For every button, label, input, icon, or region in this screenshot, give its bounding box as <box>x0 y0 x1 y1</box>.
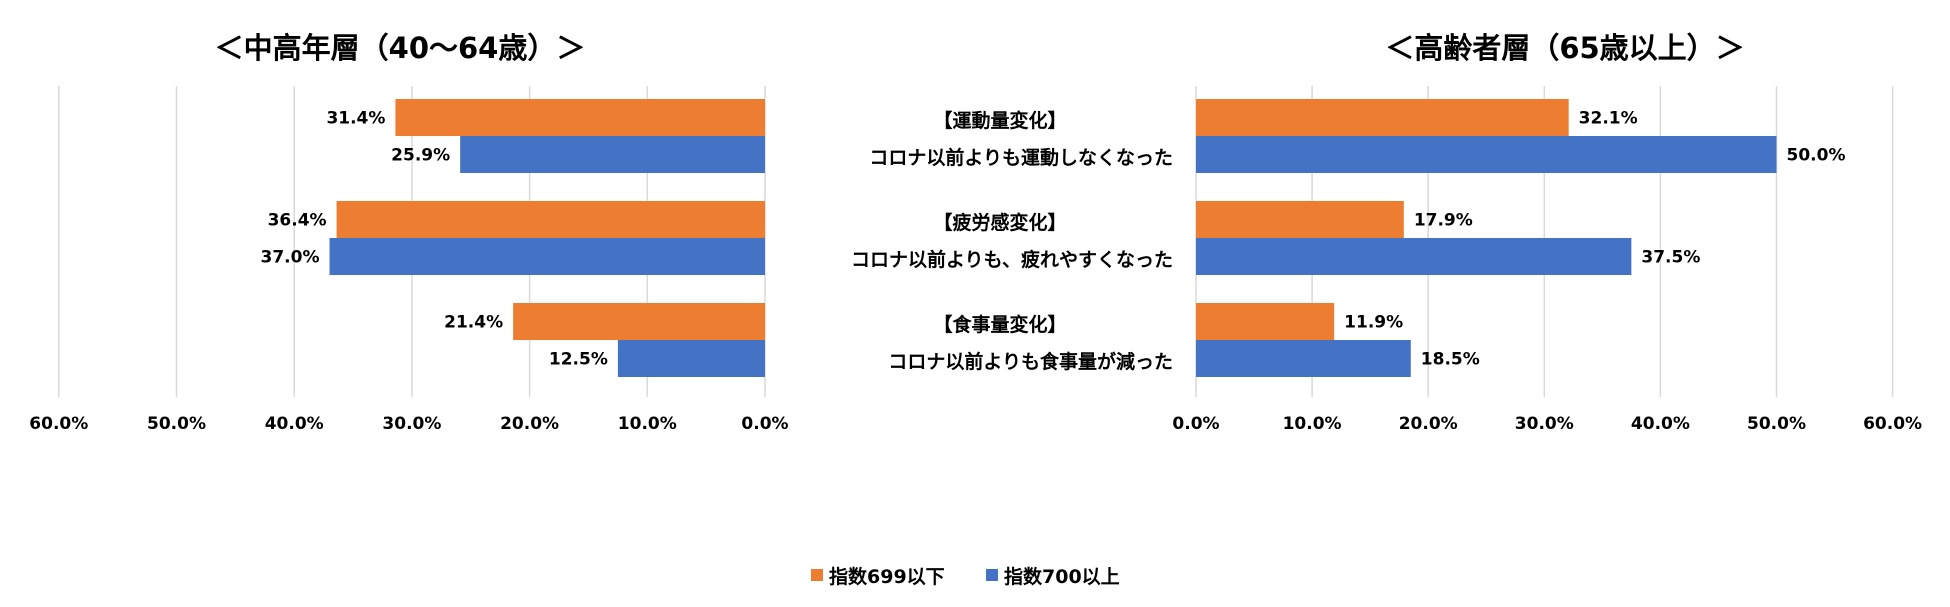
right-tick-label: 50.0% <box>1747 414 1806 434</box>
right-bar <box>1196 303 1335 340</box>
legend-swatch-orange <box>811 569 823 581</box>
left-data-label: 31.4% <box>326 109 385 129</box>
right-data-label: 11.9% <box>1344 313 1403 333</box>
right-bar <box>1196 136 1777 173</box>
legend-swatch-blue <box>986 569 998 581</box>
left-data-label: 21.4% <box>444 313 503 333</box>
left-tick-label: 10.0% <box>618 414 677 434</box>
right-tick-label: 20.0% <box>1399 414 1458 434</box>
right-bar <box>1196 99 1569 136</box>
right-data-label: 50.0% <box>1787 146 1846 166</box>
category-heading: 【運動量変化】 <box>933 109 1066 132</box>
category-labels: 【運動量変化】コロナ以前よりも運動しなくなった【疲労感変化】コロナ以前よりも、疲… <box>851 109 1173 373</box>
right-tick-label: 40.0% <box>1631 414 1690 434</box>
left-bar <box>460 136 765 173</box>
left-bar <box>329 238 765 275</box>
left-tick-label: 30.0% <box>382 414 441 434</box>
left-bar <box>513 303 765 340</box>
left-bars: 31.4% 36.4% 21.4% 25.9% 37.0% 12.5% <box>261 99 765 377</box>
left-data-label: 37.0% <box>261 248 320 268</box>
right-chart-title: ＜高齢者層（65歳以上）＞ <box>1385 31 1744 65</box>
category-description: コロナ以前よりも、疲れやすくなった <box>851 248 1173 271</box>
right-bars: 32.1% 17.9% 11.9% 50.0% 37.5% 18.5% <box>1196 99 1845 377</box>
left-data-label: 25.9% <box>391 146 450 166</box>
left-data-label: 36.4% <box>268 211 327 231</box>
legend-label-orange: 指数699以下 <box>829 565 945 588</box>
left-tick-label: 60.0% <box>29 414 88 434</box>
left-tick-label: 40.0% <box>265 414 324 434</box>
right-tick-label: 10.0% <box>1283 414 1342 434</box>
right-tick-label: 60.0% <box>1863 414 1922 434</box>
left-tick-label: 0.0% <box>741 414 788 434</box>
right-data-label: 17.9% <box>1414 211 1473 231</box>
left-data-label: 12.5% <box>549 350 608 370</box>
right-bar <box>1196 340 1411 377</box>
legend: 指数699以下 指数700以上 <box>811 565 1120 588</box>
legend-label-blue: 指数700以上 <box>1004 565 1120 588</box>
right-bar <box>1196 201 1404 238</box>
left-tick-label: 20.0% <box>500 414 559 434</box>
left-bar <box>336 201 765 238</box>
right-data-label: 37.5% <box>1641 248 1700 268</box>
right-data-label: 18.5% <box>1421 350 1480 370</box>
category-heading: 【食事量変化】 <box>933 313 1066 336</box>
category-heading: 【疲労感変化】 <box>933 211 1066 234</box>
right-x-axis-ticks: 0.0% 10.0% 20.0% 30.0% 40.0% 50.0% 60.0% <box>1172 414 1922 434</box>
right-tick-label: 0.0% <box>1172 414 1219 434</box>
left-chart-title: ＜中高年層（40〜64歳）＞ <box>215 31 586 65</box>
left-tick-label: 50.0% <box>147 414 206 434</box>
right-tick-label: 30.0% <box>1515 414 1574 434</box>
left-bar <box>395 99 765 136</box>
category-description: コロナ以前よりも運動しなくなった <box>869 146 1173 169</box>
right-bar <box>1196 238 1632 275</box>
left-bar <box>617 340 765 377</box>
category-description: コロナ以前よりも食事量が減った <box>888 350 1173 373</box>
left-x-axis-ticks: 60.0% 50.0% 40.0% 30.0% 20.0% 10.0% 0.0% <box>29 414 788 434</box>
right-data-label: 32.1% <box>1579 109 1638 129</box>
